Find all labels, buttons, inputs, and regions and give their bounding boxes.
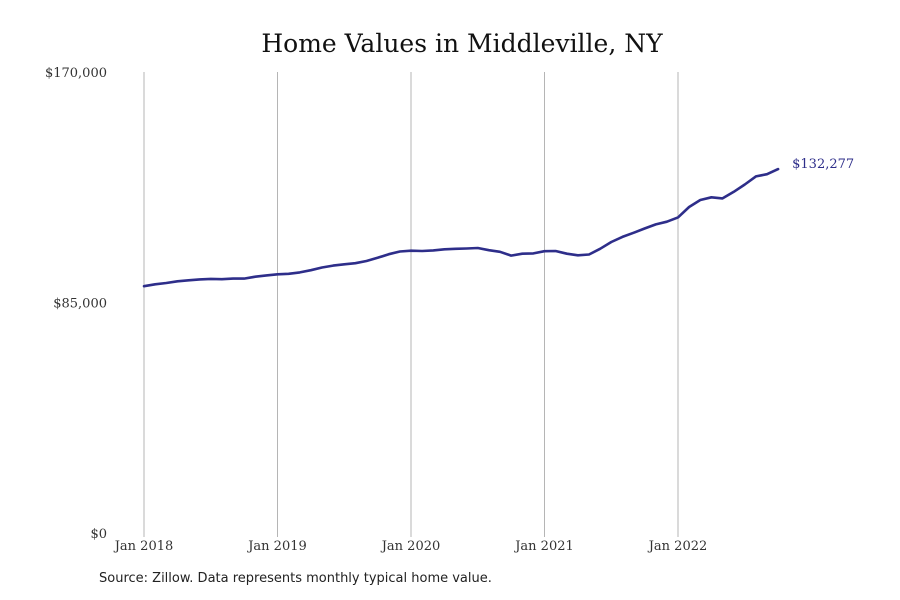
x-tick-label: Jan 2022 (647, 539, 708, 554)
source-note: Source: Zillow. Data represents monthly … (99, 571, 492, 586)
series-layer: $132,277 (142, 157, 854, 288)
x-tick-label: Jan 2018 (113, 539, 174, 554)
series-line (142, 167, 780, 288)
gridlines (143, 72, 679, 537)
y-axis-tick-labels: $0 $85,000 $170,000 (45, 66, 107, 542)
chart-title: Home Values in Middleville, NY (261, 29, 663, 58)
y-tick-label: $170,000 (45, 66, 107, 81)
y-tick-label: $0 (90, 527, 107, 542)
x-tick-label: Jan 2020 (380, 539, 441, 554)
y-tick-label: $85,000 (53, 297, 107, 312)
x-tick-label: Jan 2021 (513, 539, 574, 554)
series-end-label: $132,277 (792, 157, 854, 172)
x-axis-tick-labels: Jan 2018 Jan 2019 Jan 2020 Jan 2021 Jan 2022 (113, 539, 708, 554)
x-tick-label: Jan 2019 (246, 539, 307, 554)
